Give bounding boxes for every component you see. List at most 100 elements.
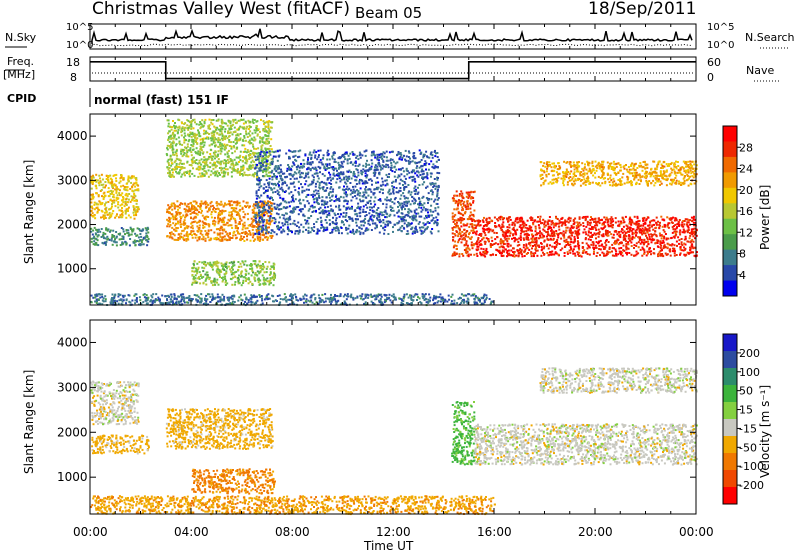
data-cell: [393, 198, 396, 201]
data-cell: [368, 200, 371, 203]
data-cell: [351, 196, 354, 199]
data-cell: [202, 235, 205, 238]
data-cell: [217, 153, 219, 156]
data-cell: [115, 191, 118, 194]
data-cell: [469, 211, 472, 214]
data-cell: [220, 166, 223, 169]
data-cell: [199, 230, 202, 233]
data-cell: [273, 217, 276, 219]
data-cell: [239, 237, 242, 240]
data-cell: [562, 230, 565, 233]
data-cell: [402, 184, 404, 186]
data-cell: [279, 196, 282, 199]
data-cell: [387, 233, 390, 235]
data-cell: [178, 126, 181, 129]
data-cell: [372, 192, 375, 195]
data-cell: [345, 178, 348, 181]
data-cell: [95, 243, 98, 246]
data-cell: [395, 179, 397, 181]
data-cell: [121, 216, 124, 219]
data-cell: [173, 153, 176, 156]
data-cell: [257, 147, 260, 150]
data-cell: [256, 274, 259, 277]
data-cell: [261, 137, 264, 140]
data-cell: [262, 136, 265, 139]
data-cell: [414, 215, 417, 218]
data-cell: [205, 160, 208, 163]
data-cell: [181, 229, 184, 232]
data-cell: [187, 235, 189, 238]
data-cell: [283, 172, 286, 175]
data-cell: [176, 227, 179, 230]
data-cell: [253, 276, 256, 279]
data-cell: [259, 136, 262, 139]
data-cell: [461, 192, 464, 195]
data-cell: [337, 167, 340, 170]
data-cell: [179, 226, 182, 228]
data-cell: [180, 236, 183, 239]
data-cell: [420, 230, 423, 233]
data-cell: [608, 248, 611, 250]
data-cell: [319, 158, 322, 161]
data-cell: [415, 219, 418, 222]
data-cell: [112, 229, 115, 232]
data-cell: [96, 239, 99, 242]
data-cell: [220, 130, 223, 133]
data-cell: [273, 263, 276, 266]
data-cell: [109, 214, 112, 217]
data-cell: [170, 164, 173, 167]
data-cell: [208, 207, 211, 210]
data-cell: [472, 197, 475, 199]
data-cell: [256, 172, 258, 175]
data-cell: [225, 135, 228, 138]
data-cell: [93, 226, 96, 229]
data-cell: [218, 138, 221, 141]
data-cell: [203, 165, 206, 168]
data-cell: [269, 196, 272, 199]
data-cell: [336, 172, 339, 175]
data-cell: [224, 161, 227, 164]
data-cell: [131, 185, 134, 188]
data-cell: [300, 171, 303, 174]
data-cell: [436, 198, 439, 201]
data-cell: [132, 190, 135, 193]
data-cell: [113, 235, 116, 238]
data-cell: [273, 273, 276, 276]
data-cell: [354, 190, 357, 193]
data-cell: [167, 220, 170, 223]
data-cell: [249, 280, 252, 283]
data-cell: [456, 247, 458, 250]
data-cell: [261, 218, 263, 221]
data-cell: [102, 186, 105, 189]
data-cell: [469, 214, 472, 217]
data-cell: [342, 171, 345, 174]
data-cell: [268, 177, 271, 180]
data-cell: [197, 266, 200, 269]
data-cell: [248, 173, 251, 176]
data-cell: [140, 243, 143, 246]
data-cell: [293, 206, 296, 209]
data-cell: [394, 180, 397, 183]
data-cell: [264, 232, 267, 235]
data-cell: [276, 159, 279, 162]
data-cell: [321, 163, 324, 166]
data-cell: [184, 134, 187, 137]
data-cell: [172, 151, 174, 154]
data-cell: [193, 174, 196, 177]
data-cell: [202, 137, 205, 140]
data-cell: [365, 227, 368, 230]
data-cell: [359, 233, 362, 236]
data-cell: [210, 139, 213, 142]
data-cell: [412, 202, 415, 205]
data-cell: [436, 178, 439, 181]
data-cell: [173, 203, 176, 206]
freq-tick-bottom: 8: [70, 71, 77, 84]
data-cell: [422, 195, 425, 198]
data-cell: [198, 228, 200, 231]
data-cell: [414, 202, 416, 205]
data-cell: [175, 227, 178, 230]
data-cell: [269, 272, 272, 275]
data-cell: [177, 233, 180, 236]
data-cell: [117, 206, 120, 209]
data-cell: [341, 155, 344, 158]
